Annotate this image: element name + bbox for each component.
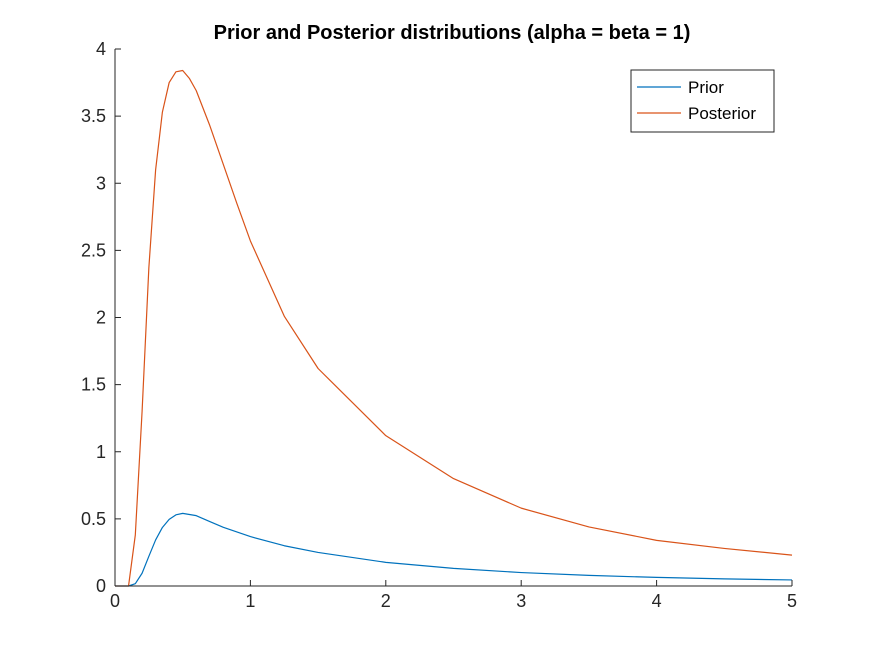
- y-tick-label: 4: [96, 39, 106, 59]
- y-tick-label: 2.5: [81, 240, 106, 260]
- legend-label-posterior: Posterior: [688, 104, 756, 123]
- y-tick-label: 0.5: [81, 509, 106, 529]
- legend: Prior Posterior: [630, 69, 775, 133]
- series-line-posterior: [115, 69, 793, 587]
- plot-area: [115, 69, 793, 587]
- y-tick-label: 1.5: [81, 375, 106, 395]
- legend-box: [630, 69, 775, 133]
- series-line-prior: [115, 512, 793, 587]
- y-tick-label: 3: [96, 173, 106, 193]
- x-tick-label: 2: [381, 591, 391, 611]
- x-tick-label: 4: [652, 591, 662, 611]
- y-tick-label: 0: [96, 576, 106, 596]
- y-tick-label: 3.5: [81, 106, 106, 126]
- axes: 0 1 2 3 4 5 0 0.5 1 1.5 2 2.5 3 3.5 4: [81, 39, 797, 611]
- x-tick-label: 5: [787, 591, 797, 611]
- x-tick-label: 1: [245, 591, 255, 611]
- x-tick-label: 3: [516, 591, 526, 611]
- legend-label-prior: Prior: [688, 78, 724, 97]
- chart-title: Prior and Posterior distributions (alpha…: [214, 22, 691, 44]
- y-tick-label: 2: [96, 308, 106, 328]
- y-tick-label: 1: [96, 442, 106, 462]
- x-tick-label: 0: [110, 591, 120, 611]
